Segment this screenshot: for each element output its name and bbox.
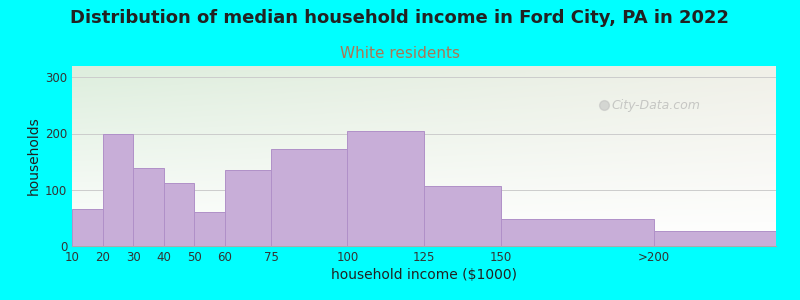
Bar	[102, 134, 134, 246]
Bar	[271, 149, 347, 246]
Bar	[134, 168, 164, 246]
X-axis label: household income ($1000): household income ($1000)	[331, 268, 517, 282]
Y-axis label: households: households	[26, 117, 41, 195]
Bar	[164, 183, 194, 246]
Bar	[347, 131, 424, 246]
Bar	[72, 209, 102, 246]
Text: White residents: White residents	[340, 46, 460, 62]
Bar	[654, 231, 776, 246]
Bar	[424, 186, 501, 246]
Text: Distribution of median household income in Ford City, PA in 2022: Distribution of median household income …	[70, 9, 730, 27]
Bar	[225, 170, 271, 246]
Text: City-Data.com: City-Data.com	[612, 99, 701, 112]
Bar	[501, 219, 654, 246]
Bar	[194, 212, 225, 246]
